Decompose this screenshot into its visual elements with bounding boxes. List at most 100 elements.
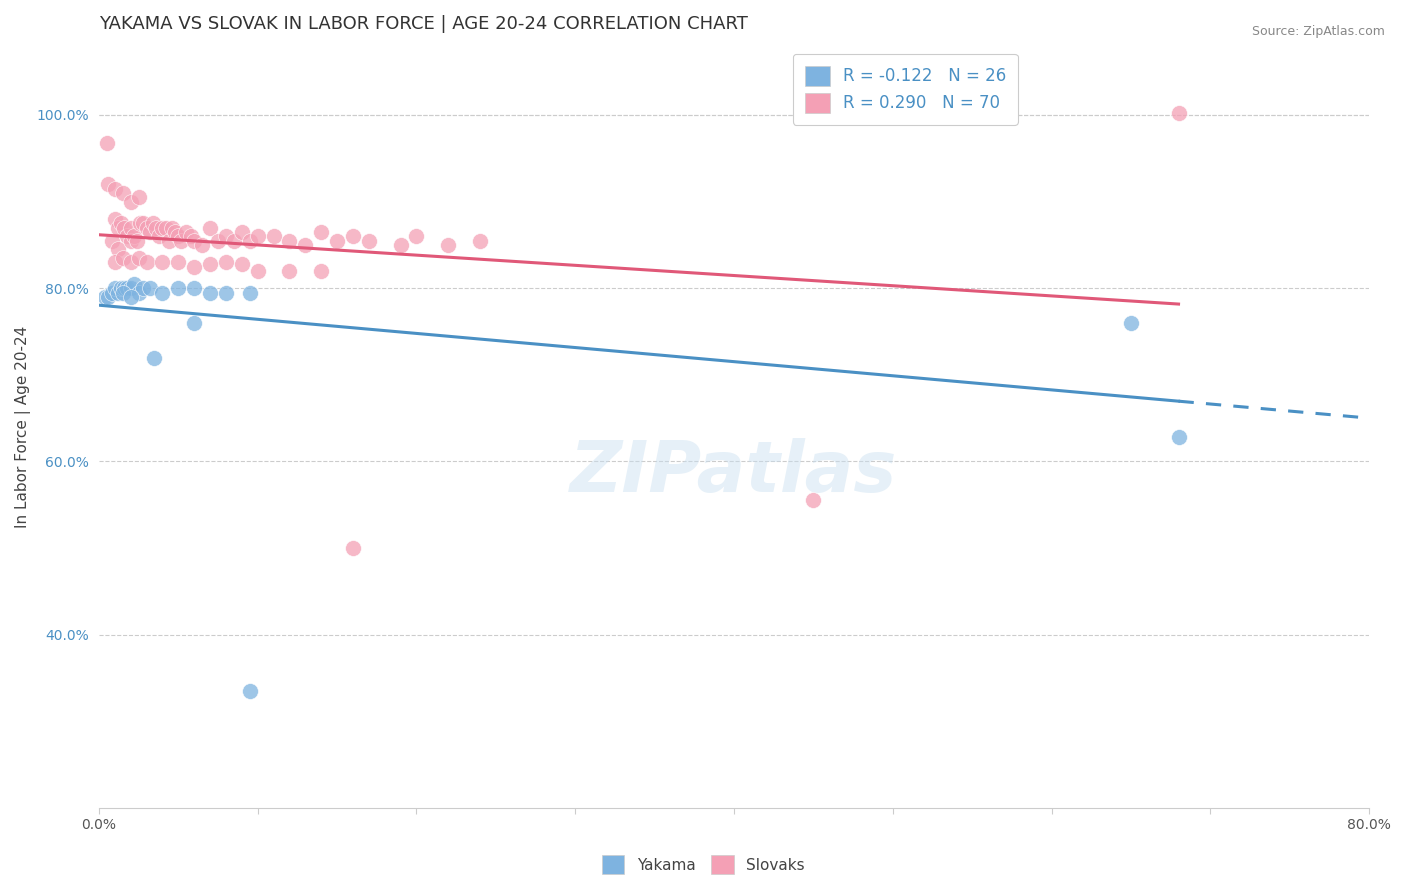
Point <box>152 220 174 235</box>
Point <box>215 229 238 244</box>
Point <box>437 238 460 252</box>
Point <box>1167 430 1189 444</box>
Point <box>309 264 332 278</box>
Point <box>152 285 174 300</box>
Point <box>97 290 120 304</box>
Point <box>104 255 127 269</box>
Point <box>122 277 145 291</box>
Legend: Yakama, Slovaks: Yakama, Slovaks <box>595 849 811 880</box>
Point <box>357 234 380 248</box>
Point <box>309 225 332 239</box>
Point <box>1119 316 1142 330</box>
Point <box>294 238 316 252</box>
Point <box>157 234 180 248</box>
Point <box>94 290 117 304</box>
Point <box>107 242 129 256</box>
Point <box>183 281 205 295</box>
Point <box>97 178 120 192</box>
Point <box>198 220 221 235</box>
Point <box>120 255 142 269</box>
Point <box>111 186 134 200</box>
Point <box>167 281 190 295</box>
Point <box>111 251 134 265</box>
Point <box>222 234 245 248</box>
Point <box>100 234 122 248</box>
Point <box>120 290 142 304</box>
Point <box>468 234 491 248</box>
Point <box>246 264 269 278</box>
Point <box>128 190 150 204</box>
Point <box>143 351 166 365</box>
Point <box>142 216 165 230</box>
Point <box>145 220 167 235</box>
Point <box>125 234 148 248</box>
Point <box>801 493 824 508</box>
Point <box>104 211 127 226</box>
Point <box>160 220 183 235</box>
Y-axis label: In Labor Force | Age 20-24: In Labor Force | Age 20-24 <box>15 326 31 528</box>
Point <box>183 234 205 248</box>
Point <box>207 234 229 248</box>
Point <box>231 225 253 239</box>
Text: Source: ZipAtlas.com: Source: ZipAtlas.com <box>1251 25 1385 38</box>
Point <box>215 285 238 300</box>
Point <box>215 255 238 269</box>
Point <box>183 316 205 330</box>
Point <box>120 234 142 248</box>
Point <box>167 255 190 269</box>
Legend: R = -0.122   N = 26, R = 0.290   N = 70: R = -0.122 N = 26, R = 0.290 N = 70 <box>793 54 1018 125</box>
Point <box>246 229 269 244</box>
Point <box>152 255 174 269</box>
Point <box>112 220 135 235</box>
Point <box>104 281 127 295</box>
Point <box>231 257 253 271</box>
Point <box>239 285 262 300</box>
Point <box>104 181 127 195</box>
Point <box>138 281 160 295</box>
Point <box>342 229 364 244</box>
Point <box>165 225 187 239</box>
Point <box>239 684 262 698</box>
Point <box>120 281 142 295</box>
Point <box>155 220 177 235</box>
Point <box>132 281 155 295</box>
Point <box>183 260 205 274</box>
Point <box>180 229 202 244</box>
Point <box>132 216 155 230</box>
Point <box>198 285 221 300</box>
Point <box>405 229 427 244</box>
Point <box>342 541 364 555</box>
Point <box>1167 106 1189 120</box>
Point <box>129 216 152 230</box>
Point <box>117 281 139 295</box>
Point <box>100 285 122 300</box>
Point <box>107 220 129 235</box>
Point <box>120 220 142 235</box>
Point <box>239 234 262 248</box>
Point <box>120 194 142 209</box>
Point <box>96 136 118 150</box>
Point <box>167 229 190 244</box>
Point <box>278 264 301 278</box>
Point <box>112 281 135 295</box>
Text: ZIPatlas: ZIPatlas <box>571 438 897 507</box>
Point <box>174 225 197 239</box>
Point <box>117 229 139 244</box>
Point <box>170 234 193 248</box>
Point <box>326 234 349 248</box>
Point <box>107 285 129 300</box>
Point <box>110 281 132 295</box>
Point <box>135 255 157 269</box>
Point <box>122 229 145 244</box>
Point <box>263 229 285 244</box>
Point <box>278 234 301 248</box>
Text: YAKAMA VS SLOVAK IN LABOR FORCE | AGE 20-24 CORRELATION CHART: YAKAMA VS SLOVAK IN LABOR FORCE | AGE 20… <box>98 15 748 33</box>
Point <box>148 229 170 244</box>
Point <box>110 216 132 230</box>
Point <box>128 285 150 300</box>
Point <box>111 285 134 300</box>
Point <box>138 225 160 239</box>
Point <box>389 238 412 252</box>
Point <box>191 238 214 252</box>
Point <box>198 257 221 271</box>
